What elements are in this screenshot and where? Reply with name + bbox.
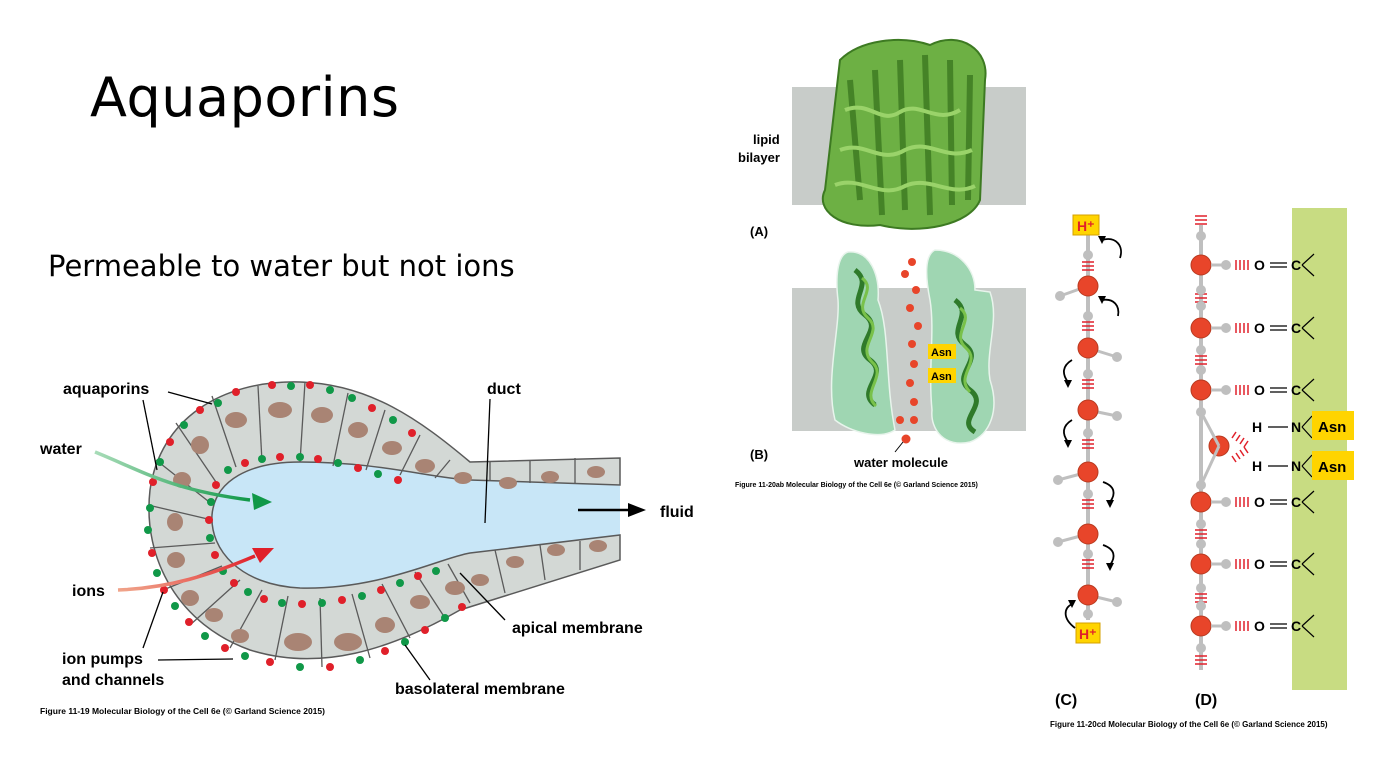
label-apical-membrane: apical membrane (512, 620, 643, 637)
proton-hop-arrows (1063, 238, 1122, 629)
ion-arrowhead (252, 548, 274, 563)
asn-label-d1: Asn (1318, 419, 1346, 436)
carbonyl-row: O C (1254, 316, 1315, 340)
label-ions: ions (72, 583, 105, 600)
duct-lumen (211, 462, 620, 589)
cell-nuclei (167, 402, 607, 651)
slide-subtitle: Permeable to water but not ions (48, 249, 515, 283)
carbon-label: C (1291, 494, 1301, 510)
hplus-bottom: H⁺ (1079, 626, 1097, 642)
carbonyl-row: O C (1254, 490, 1315, 514)
caption-fig-11-20cd: Figure 11-20cd Molecular Biology of the … (1050, 720, 1328, 729)
leader-lines (142, 391, 506, 681)
carbon-label: C (1291, 382, 1301, 398)
hplus-box-top (1072, 214, 1100, 236)
asn-box-b1 (928, 344, 956, 359)
oxygens-d (1190, 254, 1230, 637)
o-bonds-d (1211, 263, 1222, 628)
water-chain-d (1190, 215, 1249, 670)
oxygen-label: O (1254, 257, 1265, 273)
water-column-b (896, 258, 922, 444)
panel-label-b: (B) (750, 447, 768, 462)
oxygen-label: O (1254, 494, 1265, 510)
fluid-arrowhead (628, 503, 646, 517)
proton-hop-heads (1064, 236, 1114, 608)
helices-b-light (860, 276, 973, 408)
hplus-box-bottom (1075, 622, 1101, 644)
asn-box-b2 (928, 368, 956, 383)
label-and-channels: and channels (62, 672, 164, 689)
label-water-molecule: water molecule (853, 455, 948, 470)
asn-box-d2 (1312, 451, 1354, 480)
caption-fig-11-20ab: Figure 11-20ab Molecular Biology of the … (735, 481, 978, 489)
label-lipid: lipid (753, 132, 780, 147)
proton-chain-c (1053, 235, 1122, 629)
label-fluid: fluid (660, 504, 694, 521)
carbonyl-rows-d: O C O C O C O C O C (1252, 253, 1354, 638)
panel-label-d: (D) (1195, 692, 1217, 709)
panel-label-c: (C) (1055, 692, 1077, 709)
carbon-label: C (1291, 257, 1301, 273)
hplus-top: H⁺ (1077, 218, 1095, 234)
label-aquaporins: aquaporins (63, 381, 149, 398)
asn-box-d1 (1312, 411, 1354, 440)
water-molecule-leader (894, 441, 904, 453)
water-arrowhead (252, 493, 272, 510)
water-arrow (94, 450, 251, 502)
asn-label-b1: Asn (931, 347, 952, 359)
asn-label-b2: Asn (931, 371, 952, 383)
slide-title: Aquaporins (90, 66, 400, 129)
label-ion-pumps: ion pumps (62, 651, 143, 668)
label-duct: duct (487, 381, 521, 398)
oxygen-label: O (1254, 320, 1265, 336)
carbonyl-row: O C (1254, 253, 1315, 277)
carbonyl-row: O C (1254, 378, 1315, 402)
carbon-label: C (1291, 556, 1301, 572)
aquaporin-structure (822, 39, 987, 230)
panel-label-a: (A) (750, 224, 768, 239)
nitrogen-label: N (1291, 419, 1301, 435)
oxygen-label: O (1254, 556, 1265, 572)
oxygen-label: O (1254, 382, 1265, 398)
ion-arrow (117, 554, 256, 592)
asn-h-bond-dashes (1231, 431, 1249, 463)
asn-row-1: H N Asn (1252, 411, 1354, 440)
carbon-label: C (1291, 320, 1301, 336)
basolateral-dots (144, 381, 466, 671)
carbonyl-row: O C (1254, 614, 1315, 638)
label-basolateral-membrane: basolateral membrane (395, 681, 565, 698)
asn-label-d2: Asn (1318, 459, 1346, 476)
carbonyl-row: O C (1254, 552, 1315, 576)
label-water: water (39, 441, 82, 458)
nitrogen-label: N (1291, 458, 1301, 474)
label-bilayer: bilayer (738, 150, 780, 165)
hydrogen-label: H (1252, 458, 1262, 474)
asn-row-2: H N Asn (1252, 451, 1354, 480)
hydrogen-label: H (1252, 419, 1262, 435)
channel-wall-d (1292, 208, 1347, 690)
bonded-hydrogens-d (1221, 260, 1231, 631)
oxygen-label: O (1254, 618, 1265, 634)
carbon-label: C (1291, 618, 1301, 634)
h-bond-dashes-d-horizontal (1235, 260, 1249, 631)
oxygens-c (1077, 275, 1099, 606)
apical-dots (205, 453, 440, 608)
caption-fig-11-19: Figure 11-19 Molecular Biology of the Ce… (40, 706, 325, 716)
h-bond-dashes-c (1082, 261, 1094, 569)
